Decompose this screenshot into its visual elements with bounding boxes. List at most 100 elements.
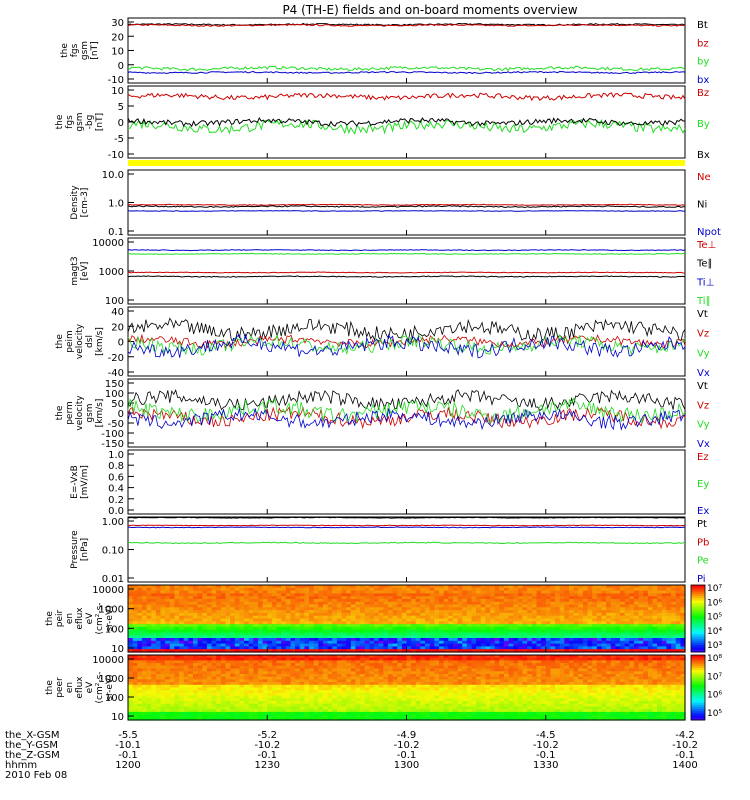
y-tick-label: 0: [118, 118, 124, 129]
y-axis-label-line: peim: [65, 330, 75, 353]
series-line-By: [127, 118, 686, 135]
y-axis-label: magt3 [eV]: [70, 256, 90, 285]
y-tick-label: 40: [111, 307, 124, 318]
series-line-Ni: [127, 205, 686, 208]
y-tick-label: 0.8: [108, 461, 124, 472]
y-axis-label-line: [cm-3]: [80, 188, 90, 218]
legend-Ey: Ey: [697, 479, 709, 490]
series-line-Pt: [128, 516, 686, 519]
panel-9: 10⁷ 10⁶ 10⁵ 10⁴ 10³ 10000 1000 100 10 the peir en ef…: [45, 584, 722, 655]
y-tick-label: -20: [108, 353, 124, 364]
legend-Ex: Ex: [697, 506, 709, 517]
y-axis-label-line: gsm: [85, 403, 95, 422]
y-tick-label: 1.0: [108, 450, 124, 461]
figure-title: P4 (TH-E) fields and on-board moments ov…: [282, 3, 577, 17]
series-line-Vt: [127, 317, 686, 342]
y-axis-label-line: [mV/m]: [80, 465, 90, 499]
colorbar-tick-label: 10⁷: [707, 672, 722, 682]
y-axis-label-line: [km/s]: [95, 327, 105, 356]
legend-Vy: Vy: [697, 420, 710, 431]
legend-Vx: Vx: [697, 439, 710, 450]
x-row-value: -10.1: [115, 740, 141, 751]
legend-Ez: Ez: [697, 452, 709, 463]
x-row-label: the_X-GSM: [5, 730, 59, 741]
x-row-label: the_Z-GSM: [5, 750, 60, 761]
colorbar-tick-label: 10³: [707, 641, 722, 651]
legend-Vt: Vt: [697, 381, 708, 392]
series-line-Te⊥: [127, 271, 685, 274]
legend-Ne: Ne: [697, 172, 711, 183]
legend-bx: bx: [697, 75, 709, 86]
series-line-Vx: [127, 408, 686, 431]
series-line-Ne: [128, 203, 686, 206]
y-axis-label-line: the: [45, 680, 55, 695]
series-line-Pb: [127, 524, 686, 527]
y-axis-label-line: fgs: [70, 43, 80, 57]
y-tick-label: 1000: [99, 267, 124, 278]
y-axis-label-line: [eV]: [80, 262, 90, 281]
colorbar-tick-label: 10⁴: [707, 627, 722, 637]
series-line-Vx: [127, 333, 686, 359]
legend-Bz: Bz: [697, 88, 709, 99]
y-axis-label-line: [nT]: [95, 113, 105, 131]
y-axis-label-line: peer: [55, 677, 65, 698]
legend-Vz: Vz: [697, 400, 709, 411]
panel-1: 30 20 10 0 -10 the fgs gsm [nT] Bt bz by bx: [60, 17, 709, 86]
y-axis-label: Pressure [nPa]: [70, 530, 90, 569]
y-axis-label-line: the: [60, 43, 70, 58]
y-axis-label: the fgs gsm -bg [nT]: [55, 112, 105, 131]
series-line-bz: [127, 23, 686, 27]
legend-Vt: Vt: [697, 309, 708, 320]
legend-Bx: Bx: [697, 150, 710, 161]
y-axis-label-line: Pressure: [70, 530, 80, 569]
x-row-value: -0.1: [257, 750, 277, 761]
x-row-value: -4.5: [536, 730, 556, 741]
x-row-value: -0.1: [675, 750, 695, 761]
y-axis-label: the perm velocity gsm [km/s]: [55, 395, 105, 431]
x-row-value: -10.2: [254, 740, 280, 751]
panel-frame: [127, 169, 686, 236]
panel-frame: [127, 17, 686, 84]
y-axis-label-line: [nPa]: [80, 538, 90, 561]
legend-Vy: Vy: [697, 348, 710, 359]
x-row-value: -0.1: [397, 750, 417, 761]
y-axis-label-line: [km/s]: [95, 399, 105, 428]
series-line-Pe: [127, 541, 686, 545]
y-axis-label-line: the: [55, 334, 65, 349]
y-tick-label: 10000: [92, 655, 124, 666]
series-line-bx: [127, 70, 686, 75]
y-axis-label-line: Density: [70, 185, 80, 220]
y-tick-label: 10.0: [102, 170, 124, 181]
y-tick-label: 10: [111, 644, 124, 655]
y-tick-label: 0.6: [108, 472, 124, 483]
y-axis-label: the peim velocity dsl [km/s]: [55, 323, 105, 359]
y-tick-label: 0.1: [108, 227, 124, 238]
y-axis-label-line: eV: [85, 681, 95, 694]
y-tick-label: 100: [105, 389, 124, 400]
colorbar-tick-label: 10⁵: [707, 613, 722, 623]
y-axis-label: the peer en eflux eV (cm²-s-sr-eV): [45, 671, 115, 703]
date-label: 2010 Feb 08: [5, 770, 67, 781]
y-axis-label-line: fgs: [65, 115, 75, 129]
colorbar-tick-label: 10⁵: [707, 709, 722, 719]
y-tick-label: -100: [101, 429, 124, 440]
y-tick-label: 100: [105, 624, 124, 635]
legend-Ti∥: Ti∥: [696, 296, 711, 307]
legend-Ti⊥: Ti⊥: [696, 277, 714, 288]
y-axis-label-line: the: [55, 405, 65, 420]
y-axis-label-line: perm: [65, 401, 75, 425]
x-row-label: hhmm: [5, 760, 37, 771]
y-axis-label-line: dsl: [85, 335, 95, 348]
x-row-value: -4.2: [675, 730, 695, 741]
y-axis-label-line: sr-eV): [105, 605, 115, 631]
colorbar-tick-label: 10⁷: [707, 584, 722, 594]
y-axis-label-line: gsm: [75, 112, 85, 131]
y-axis-label: the fgs gsm [nT]: [60, 41, 100, 60]
y-tick-label: 20: [111, 322, 124, 333]
x-row-value: -4.9: [397, 730, 417, 741]
colorbar-tick-label: 10⁶: [707, 598, 722, 608]
y-tick-label: 10: [111, 86, 124, 97]
